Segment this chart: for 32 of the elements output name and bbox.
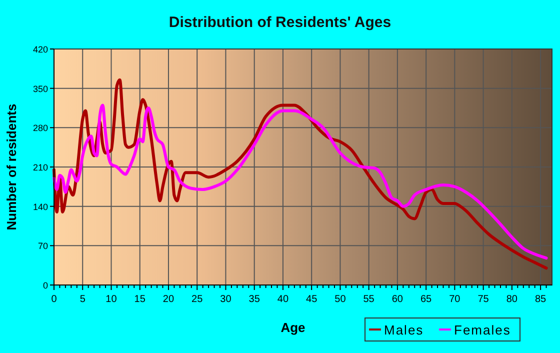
x-tick-label: 50	[334, 294, 346, 305]
y-axis-title: Number of residents	[4, 104, 19, 230]
y-tick-label: 350	[32, 84, 48, 94]
legend-label: Males	[384, 322, 424, 338]
x-tick-label: 5	[80, 294, 86, 305]
x-tick-label: 80	[506, 294, 518, 305]
x-axis-title: Age	[280, 320, 306, 335]
y-tick-label: 280	[32, 123, 48, 134]
x-tick-label: 65	[420, 294, 432, 305]
x-tick-label: 40	[277, 294, 289, 305]
y-tick-label: 210	[32, 162, 48, 172]
x-tick-label: 45	[306, 294, 318, 305]
line-series	[52, 104, 548, 260]
x-tick-label: 70	[449, 294, 461, 305]
line-series	[52, 78, 548, 270]
x-tick-label: 10	[106, 294, 118, 305]
x-tick-label: 25	[192, 294, 204, 305]
legend-label: Females	[454, 322, 511, 338]
y-tick-label: 0	[42, 280, 48, 290]
x-tick-label: 20	[162, 294, 174, 305]
x-tick-label: 75	[478, 294, 490, 305]
x-tick-label: 35	[248, 294, 260, 305]
x-tick-label: 60	[392, 294, 404, 305]
y-tick-label: 140	[32, 202, 48, 212]
x-tick-label: 0	[51, 294, 58, 305]
x-tick-label: 85	[534, 294, 547, 305]
x-tick-label: 15	[134, 294, 146, 305]
x-tick-label: 55	[363, 294, 375, 305]
y-tick-label: 70	[38, 241, 48, 252]
y-tick-label: 420	[32, 44, 48, 54]
chart-title: Distribution of Residents' Ages	[168, 14, 392, 31]
x-tick-label: 30	[220, 294, 232, 305]
